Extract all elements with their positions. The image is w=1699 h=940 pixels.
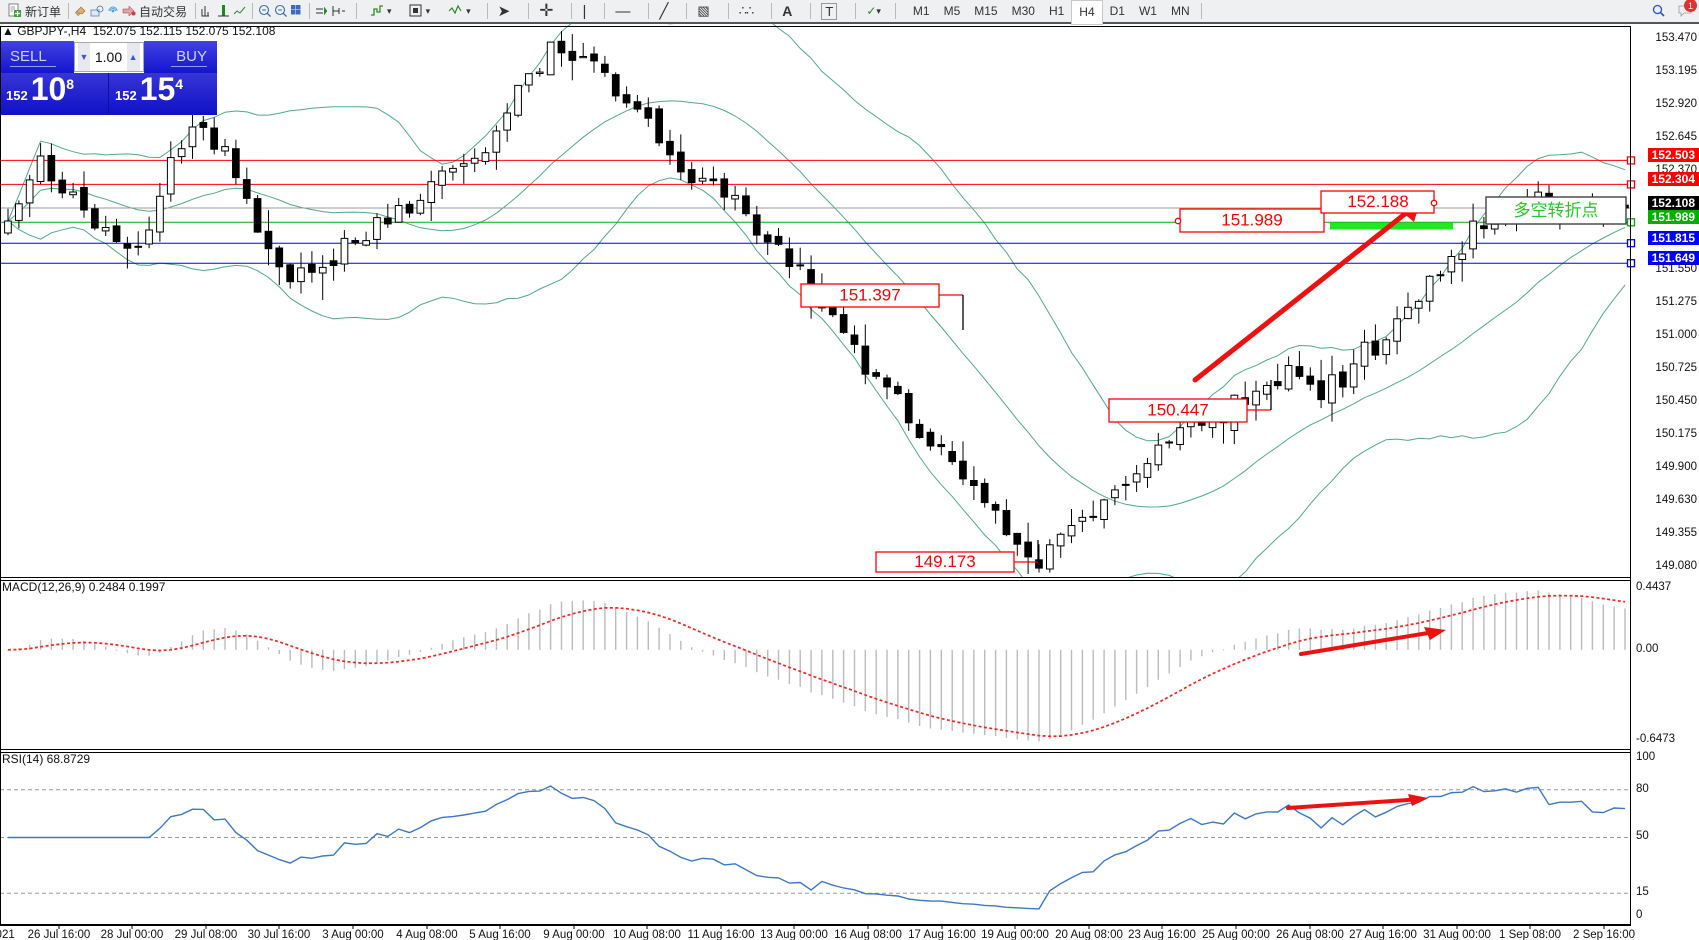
svg-text:23 Jul 2021: 23 Jul 2021 [0, 929, 15, 940]
svg-text:25 Aug 00:00: 25 Aug 00:00 [1202, 929, 1270, 940]
svg-text:31 Aug 00:00: 31 Aug 00:00 [1423, 929, 1491, 940]
svg-text:20 Aug 08:00: 20 Aug 08:00 [1055, 929, 1123, 940]
svg-text:3 Aug 00:00: 3 Aug 00:00 [322, 929, 383, 940]
svg-text:16 Aug 08:00: 16 Aug 08:00 [834, 929, 902, 940]
svg-text:30 Jul 16:00: 30 Jul 16:00 [248, 929, 311, 940]
svg-text:29 Jul 08:00: 29 Jul 08:00 [175, 929, 238, 940]
svg-text:19 Aug 00:00: 19 Aug 00:00 [981, 929, 1049, 940]
svg-text:5 Aug 16:00: 5 Aug 16:00 [469, 929, 530, 940]
svg-text:11 Aug 16:00: 11 Aug 16:00 [688, 929, 755, 940]
svg-text:1 Sep 08:00: 1 Sep 08:00 [1499, 929, 1561, 940]
svg-text:28 Jul 00:00: 28 Jul 00:00 [101, 929, 164, 940]
svg-text:26 Aug 08:00: 26 Aug 08:00 [1276, 929, 1344, 940]
svg-text:23 Aug 16:00: 23 Aug 16:00 [1128, 929, 1196, 940]
svg-text:2 Sep 16:00: 2 Sep 16:00 [1573, 929, 1635, 940]
svg-text:13 Aug 00:00: 13 Aug 00:00 [760, 929, 828, 940]
svg-text:17 Aug 16:00: 17 Aug 16:00 [908, 929, 976, 940]
svg-text:9 Aug 00:00: 9 Aug 00:00 [543, 929, 604, 940]
svg-text:27 Aug 16:00: 27 Aug 16:00 [1349, 929, 1417, 940]
svg-text:4 Aug 08:00: 4 Aug 08:00 [396, 929, 457, 940]
svg-text:10 Aug 08:00: 10 Aug 08:00 [613, 929, 681, 940]
svg-text:26 Jul 16:00: 26 Jul 16:00 [28, 929, 91, 940]
